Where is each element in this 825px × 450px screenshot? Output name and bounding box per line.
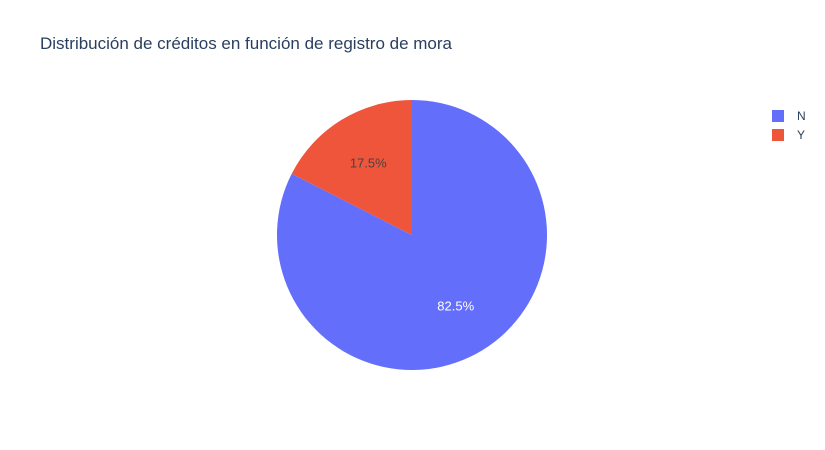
pie-slice-label-y: 17.5% xyxy=(350,156,387,171)
pie-slice-label-n: 82.5% xyxy=(437,298,474,313)
chart-title: Distribución de créditos en función de r… xyxy=(40,34,452,53)
legend-item-n[interactable]: N xyxy=(772,106,806,125)
legend-swatch-n xyxy=(772,109,784,122)
legend: N Y xyxy=(772,106,806,144)
pie-slices xyxy=(276,100,547,370)
legend-item-y[interactable]: Y xyxy=(772,125,806,144)
pie-slice-y[interactable] xyxy=(291,100,412,235)
legend-label-y: Y xyxy=(797,127,806,142)
pie-slice-labels: 82.5% 17.5% xyxy=(350,156,475,314)
legend-label-n: N xyxy=(797,108,806,123)
legend-swatch-y xyxy=(772,128,784,141)
